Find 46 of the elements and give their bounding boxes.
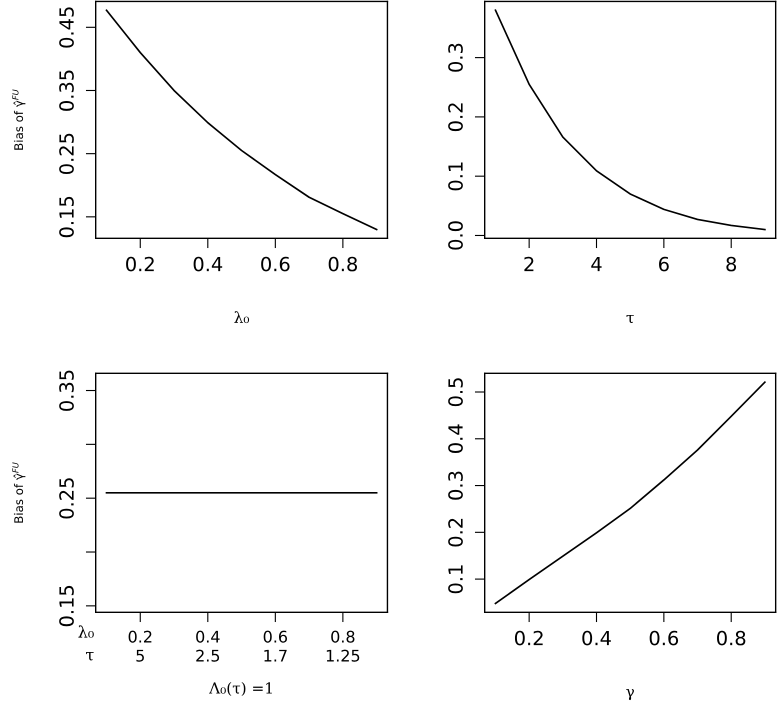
line-series — [494, 9, 766, 230]
x-tick-label: 0.6 — [264, 630, 288, 643]
y-tick-label: 0.35 — [59, 370, 74, 411]
y-tick-label: 0.1 — [448, 162, 463, 190]
y-tick-label: 0.25 — [59, 134, 74, 174]
line-series — [106, 9, 378, 230]
text: 1.7 — [264, 650, 287, 662]
x-tick-label: 8 — [726, 256, 736, 272]
x-axis-title: Λ₀(τ) =1 — [209, 682, 272, 696]
x-tick-label: 0.8 — [717, 630, 746, 646]
text: 2.5 — [196, 650, 220, 662]
x-axis-title: τ — [626, 314, 634, 323]
x-axis-title: γ — [626, 688, 634, 700]
text: 1.25 — [326, 650, 360, 662]
y-tick-label: 0.5 — [448, 378, 463, 406]
x-tick-label: 0.8 — [328, 256, 358, 272]
line-series — [494, 381, 766, 604]
x-tick-label: 0.2 — [514, 630, 543, 646]
y-tick-label: 0.4 — [448, 424, 463, 453]
y-tick-label: 0.35 — [59, 70, 74, 111]
y-tick-label: 0.15 — [59, 586, 74, 626]
y-tick-label: 0.45 — [59, 7, 74, 48]
x-tick-label: 2 — [524, 256, 534, 272]
x-tick-label: 0.4 — [196, 630, 220, 643]
x-axis-title: λ₀ — [234, 311, 250, 324]
text: 5 — [136, 650, 144, 662]
y-tick-label: 0.15 — [59, 196, 74, 238]
x-tick-label: 0.6 — [261, 256, 290, 272]
y-tick-label: 0.25 — [59, 478, 74, 519]
x-tick-label: 6 — [659, 256, 669, 272]
y-tick-label: 0.2 — [448, 518, 463, 547]
y-tick-label: 0.1 — [448, 565, 463, 594]
y-tick-label: 0.3 — [448, 472, 463, 500]
x-tick-label: 0.6 — [650, 630, 678, 646]
y-axis-title: Bias of γ̂$^{FU}$ — [12, 462, 26, 523]
x-tick-label: 0.4 — [582, 630, 611, 646]
x-tick-label: 0.4 — [194, 256, 222, 272]
y-tick-label: 0.0 — [448, 221, 463, 250]
x-tick-label: 0.2 — [128, 630, 152, 643]
y-tick-label: 0.2 — [448, 103, 463, 132]
y-axis-title: Bias of γ̂$^{FU}$ — [12, 89, 26, 150]
text: λ₀ τ — [78, 625, 94, 660]
y-tick-label: 0.3 — [448, 44, 463, 72]
x-tick-label: 0.8 — [331, 630, 354, 643]
x-tick-label: 4 — [591, 256, 602, 272]
x-tick-label: 0.2 — [126, 256, 154, 272]
